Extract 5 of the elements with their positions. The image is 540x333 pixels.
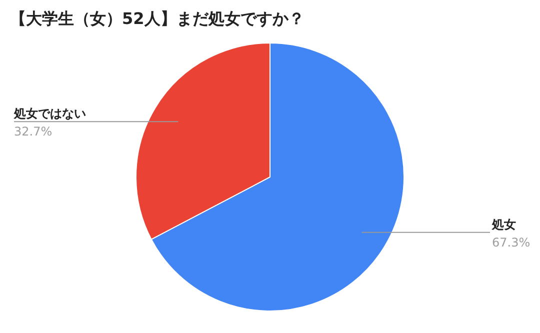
data-label: 32.7% [14,124,52,139]
slice-label: 処女ではない [13,106,86,121]
slice-label: 処女 [491,217,516,232]
chart-title: 【大学生（女）52人】まだ処女ですか？ [10,9,304,28]
data-label: 67.3% [492,235,530,250]
